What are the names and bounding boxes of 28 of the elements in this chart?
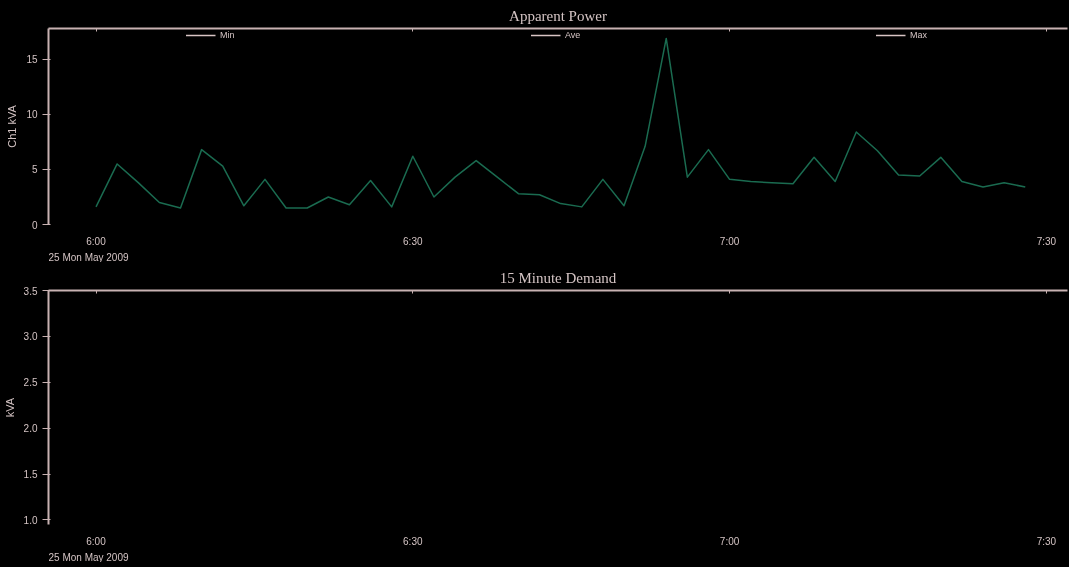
x-tick-label: 6:00 bbox=[86, 235, 107, 247]
x-tick-label: 7:30 bbox=[1036, 535, 1057, 547]
y-tick-label: 5 bbox=[31, 164, 38, 176]
chart-title: 15 Minute Demand bbox=[499, 269, 617, 286]
y-tick-label: 2.5 bbox=[23, 377, 38, 389]
y-tick-label: 3.5 bbox=[23, 285, 38, 297]
text: 25 Mon May 2009 bbox=[48, 251, 129, 263]
legend-label: Max bbox=[910, 30, 928, 40]
y-tick-label: 1.5 bbox=[23, 469, 38, 481]
legend-label: Min bbox=[220, 30, 236, 40]
x-tick-label: 6:00 bbox=[86, 535, 107, 547]
y-tick-label: 2.0 bbox=[23, 423, 38, 435]
x-tick-label: 7:00 bbox=[719, 235, 740, 247]
x-tick-label: 6:30 bbox=[403, 235, 423, 247]
text: 25 Mon May 2009 bbox=[48, 551, 129, 563]
x-tick-label: 7:00 bbox=[719, 535, 740, 547]
legend-label: Ave bbox=[565, 30, 582, 40]
y-tick-label: 3.0 bbox=[23, 331, 38, 343]
y-axis-title: kVA bbox=[3, 397, 16, 418]
y-tick-label: 0 bbox=[31, 219, 38, 231]
y-tick-label: 1.0 bbox=[23, 514, 38, 526]
x-tick-label: 7:30 bbox=[1036, 235, 1057, 247]
line-series bbox=[95, 37, 1027, 209]
x-tick-label: 6:30 bbox=[403, 535, 423, 547]
chart-title: Apparent Power bbox=[509, 7, 607, 24]
y-tick-label: 15 bbox=[26, 54, 38, 66]
y-tick-label: 10 bbox=[26, 109, 38, 121]
y-axis-title: Ch1 kVA bbox=[6, 104, 19, 148]
